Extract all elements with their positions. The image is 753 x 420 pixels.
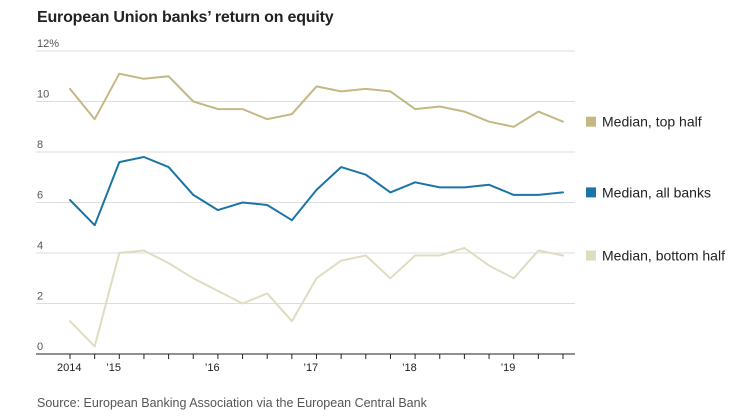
chart-title: European Union banks’ return on equity [37,9,334,26]
y-tick-label: 4 [37,240,43,252]
legend: Median, top half Median, all banks Median,… [586,114,725,264]
y-tick-label: 8 [37,139,43,151]
y-tick-label: 2 [37,291,43,303]
x-tick-label: ’19 [501,362,516,374]
series-line-1 [69,156,564,227]
legend-label: Median, all banks [602,184,711,200]
y-tick-label: 10 [37,89,49,101]
x-tick-label: ’16 [205,362,220,374]
x-tick-label: ’17 [304,362,319,374]
source-note: Source: European Banking Association via… [37,396,427,410]
series-line-2 [69,246,564,348]
legend-label: Median, top half [602,114,702,130]
legend-swatch [586,250,596,261]
legend-swatch [586,116,596,127]
series-lines [69,72,564,348]
x-tick-label: 2014 [57,362,81,374]
legend-swatch [586,187,596,198]
y-tick-label: 0 [37,341,43,353]
y-tick-label: 6 [37,190,43,202]
x-tick-label: ’18 [402,362,417,374]
y-tick-label: 12% [37,38,59,50]
series-line-0 [69,72,564,128]
x-tick-label: ’15 [106,362,121,374]
legend-label: Median, bottom half [602,248,725,264]
axes: 0 2 4 6 8 10 12% 2014 ’15 ’16 ’17 ’18 ’19 [36,38,575,374]
